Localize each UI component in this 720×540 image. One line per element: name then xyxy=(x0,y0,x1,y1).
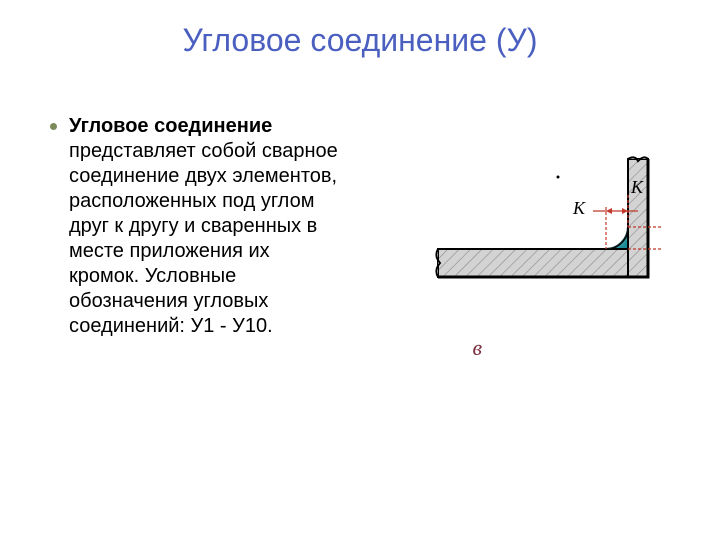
horiz-plate xyxy=(438,249,648,277)
k-label-top: К xyxy=(630,177,644,197)
body-rest: представляет собой сварное соединение дв… xyxy=(69,140,338,337)
bullet-icon xyxy=(50,123,57,130)
content-row: Угловое соединение представляет собой св… xyxy=(0,59,720,369)
dot-mark xyxy=(556,176,559,179)
k-label-left: К xyxy=(572,198,586,218)
text-column: Угловое соединение представляет собой св… xyxy=(50,114,340,369)
lead-bold: Угловое соединение xyxy=(69,115,272,137)
diagram-sublabel: в xyxy=(473,335,483,361)
slide-title: Угловое соединение (У) xyxy=(0,0,720,59)
diagram-column: К К в xyxy=(365,114,690,369)
bullet-item: Угловое соединение представляет собой св… xyxy=(50,114,340,339)
weld-diagram: К К в xyxy=(378,149,678,369)
body-paragraph: Угловое соединение представляет собой св… xyxy=(69,114,340,339)
